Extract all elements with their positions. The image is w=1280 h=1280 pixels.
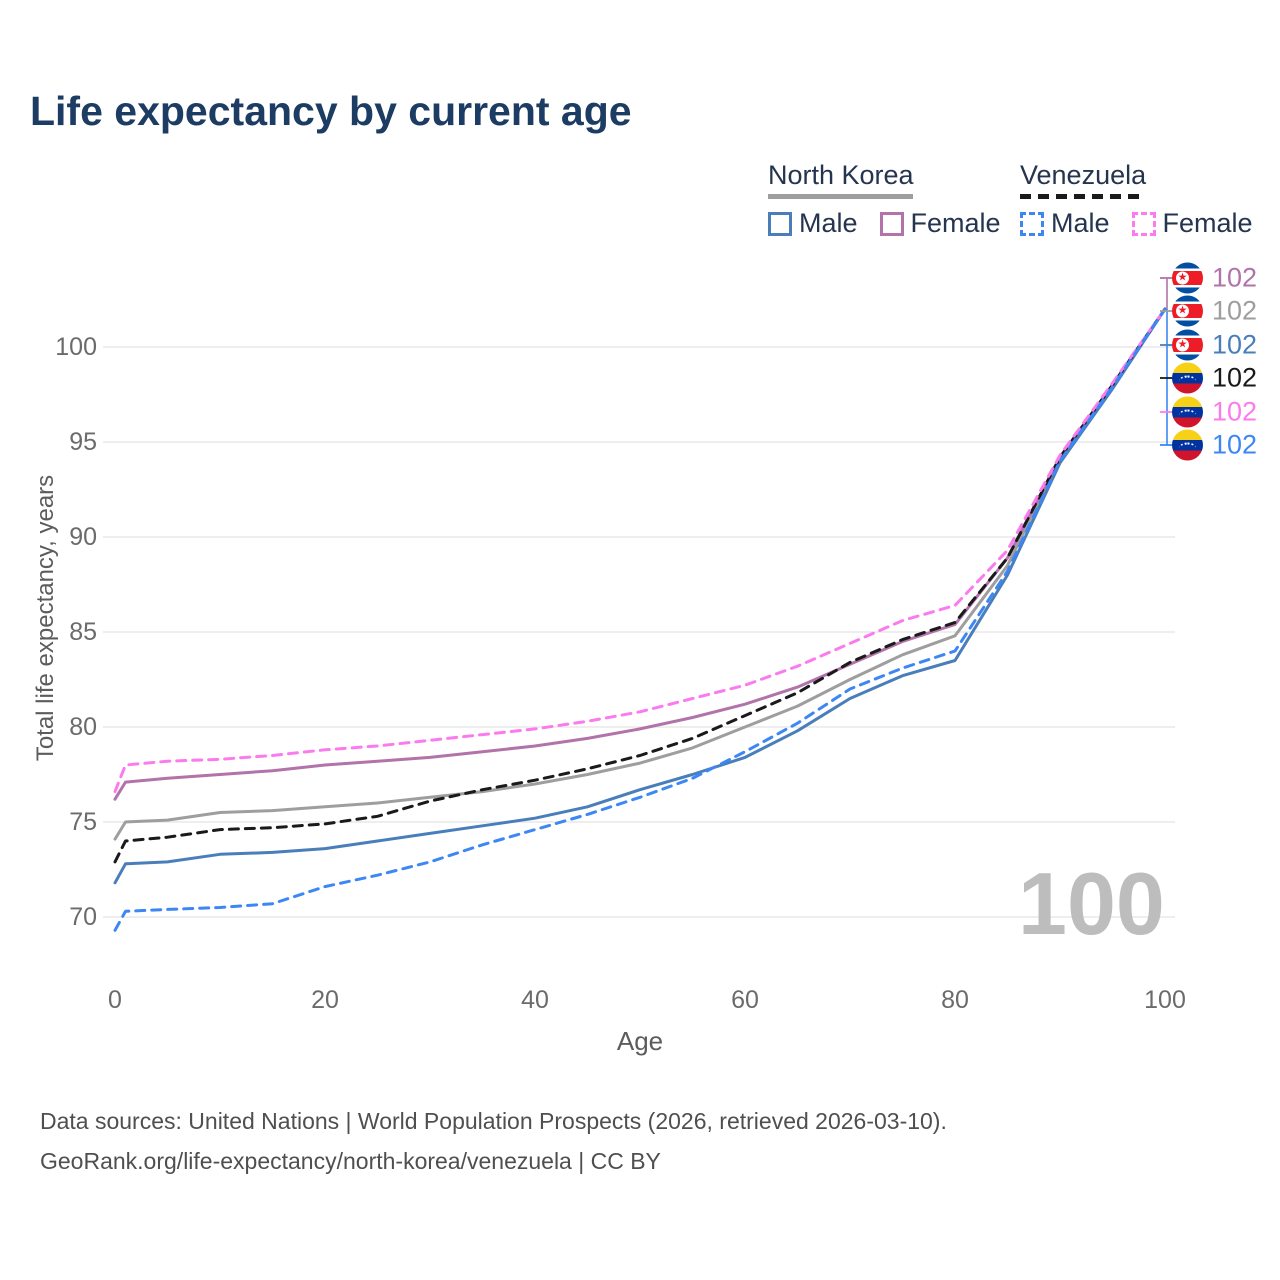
north-korea-flag-icon: ★ — [1172, 295, 1203, 327]
legend-header-venezuela: Venezuela — [1020, 160, 1147, 190]
legend-swatch-north-korea-female — [879, 211, 904, 236]
end-label-venezuela-total[interactable]: 102 — [1172, 362, 1258, 394]
y-tick-95: 95 — [69, 428, 97, 456]
series-line-venezuela-total[interactable] — [113, 307, 1167, 864]
legend-item-venezuela-male[interactable]: Male — [1020, 208, 1110, 239]
legend-item-north-korea-female[interactable]: Female — [879, 208, 1001, 239]
end-value: 102 — [1212, 429, 1258, 460]
series-line-venezuela-female[interactable] — [113, 307, 1167, 794]
end-label-north-korea-total[interactable]: ★ 102 — [1172, 295, 1258, 327]
x-tick-20: 20 — [311, 986, 339, 1014]
y-tick-75: 75 — [69, 808, 97, 836]
y-tick-70: 70 — [69, 903, 97, 931]
legend-header-north-korea: North Korea — [768, 160, 914, 190]
x-tick-60: 60 — [731, 986, 759, 1014]
x-tick-80: 80 — [941, 986, 969, 1014]
north-korea-flag-icon: ★ — [1172, 329, 1203, 361]
end-value: 102 — [1212, 262, 1258, 293]
end-label-venezuela-male[interactable]: 102 — [1172, 429, 1258, 461]
legend-group-venezuela: Venezuela Male Female — [1020, 160, 1253, 239]
end-label-north-korea-female[interactable]: ★ 102 — [1172, 262, 1258, 294]
y-tick-85: 85 — [69, 618, 97, 646]
series-line-north-korea-total[interactable] — [113, 307, 1167, 841]
x-axis-title: Age — [616, 1026, 664, 1056]
data-sources-text: Data sources: United Nations | World Pop… — [40, 1108, 947, 1134]
end-value: 102 — [1212, 329, 1258, 360]
legend-line-sample-venezuela-total — [1020, 194, 1140, 199]
legend-group-north-korea: North Korea Male Female — [768, 160, 1001, 239]
legend-item-venezuela-female[interactable]: Female — [1131, 208, 1253, 239]
venezuela-flag-icon — [1172, 362, 1203, 394]
legend-label: Male — [1051, 208, 1110, 238]
series-line-venezuela-male[interactable] — [113, 307, 1167, 932]
hover-age-watermark: 100 — [1018, 854, 1165, 953]
y-tick-80: 80 — [69, 713, 97, 741]
series-line-north-korea-male[interactable] — [113, 307, 1167, 885]
legend-item-north-korea-male[interactable]: Male — [768, 208, 858, 239]
page-title: Life expectancy by current age — [30, 88, 632, 134]
y-tick-100: 100 — [55, 333, 97, 361]
legend-label: Female — [1162, 208, 1253, 238]
legend-label: Female — [910, 208, 1001, 238]
x-tick-40: 40 — [521, 986, 549, 1014]
end-label-north-korea-male[interactable]: ★ 102 — [1172, 329, 1258, 361]
attribution-link-text[interactable]: GeoRank.org/life-expectancy/north-korea/… — [40, 1148, 661, 1174]
series-line-north-korea-female[interactable] — [113, 307, 1167, 801]
end-value: 102 — [1212, 396, 1258, 427]
end-value: 102 — [1212, 295, 1258, 326]
y-tick-90: 90 — [69, 523, 97, 551]
legend-swatch-north-korea-male — [768, 211, 792, 236]
x-tick-0: 0 — [108, 986, 122, 1014]
legend-line-sample-north-korea-total — [768, 194, 913, 199]
x-tick-100: 100 — [1144, 986, 1186, 1014]
end-value: 102 — [1212, 362, 1258, 393]
legend-swatch-venezuela-male — [1020, 211, 1044, 236]
legend-swatch-venezuela-female — [1131, 211, 1156, 236]
north-korea-flag-icon: ★ — [1172, 262, 1203, 294]
end-label-venezuela-female[interactable]: 102 — [1172, 396, 1258, 428]
venezuela-flag-icon — [1172, 429, 1203, 461]
venezuela-flag-icon — [1172, 396, 1203, 428]
legend-label: Male — [799, 208, 858, 238]
